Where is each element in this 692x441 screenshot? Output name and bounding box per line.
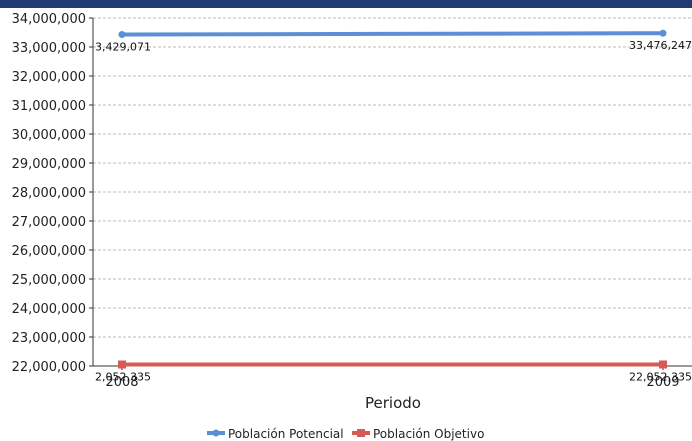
legend-label: Población Potencial [228,427,344,441]
x-axis-title: Periodo [365,394,421,412]
x-tick-label: 2008 [105,375,138,390]
legend-item: Población Objetivo [352,427,484,441]
data-point [659,29,667,37]
data-label: 33,476,247 [629,39,692,52]
data-point [659,360,667,369]
y-tick-label: 26,000,000 [12,244,86,259]
y-tick-label: 22,000,000 [12,360,86,375]
y-tick-label: 24,000,000 [12,302,86,317]
data-labels: 3,429,071 33,476,247 2,052,335 22,052,335 [95,39,692,383]
data-point [118,31,126,39]
header-bar [0,0,692,8]
y-tick-label: 34,000,000 [12,12,86,27]
y-tick-label: 32,000,000 [12,70,86,85]
y-axis-ticks: 22,000,000 23,000,000 24,000,000 25,000,000… [12,12,93,375]
data-label: 3,429,071 [95,41,151,54]
axes [92,18,692,367]
data-label: 2,052,335 [95,370,151,383]
series-line [120,31,665,37]
y-tick-label: 27,000,000 [12,215,86,230]
legend-marker [212,429,220,437]
y-tick-label: 28,000,000 [12,186,86,201]
y-tick-label: 30,000,000 [12,128,86,143]
legend: Población Potencial Población Objetivo [207,427,484,441]
series-lines [118,29,667,369]
x-axis-ticks: 2008 2009 [105,366,680,390]
y-tick-label: 25,000,000 [12,273,86,288]
x-tick-label: 2009 [646,375,679,390]
y-tick-label: 31,000,000 [12,99,86,114]
grid-lines [93,17,692,338]
y-tick-label: 29,000,000 [12,157,86,172]
legend-marker [357,429,365,437]
data-label: 22,052,335 [629,370,692,383]
legend-label: Población Objetivo [373,427,484,441]
data-point [118,360,126,369]
legend-item: Población Potencial [207,427,344,441]
y-tick-label: 33,000,000 [12,41,86,56]
y-tick-label: 23,000,000 [12,331,86,346]
